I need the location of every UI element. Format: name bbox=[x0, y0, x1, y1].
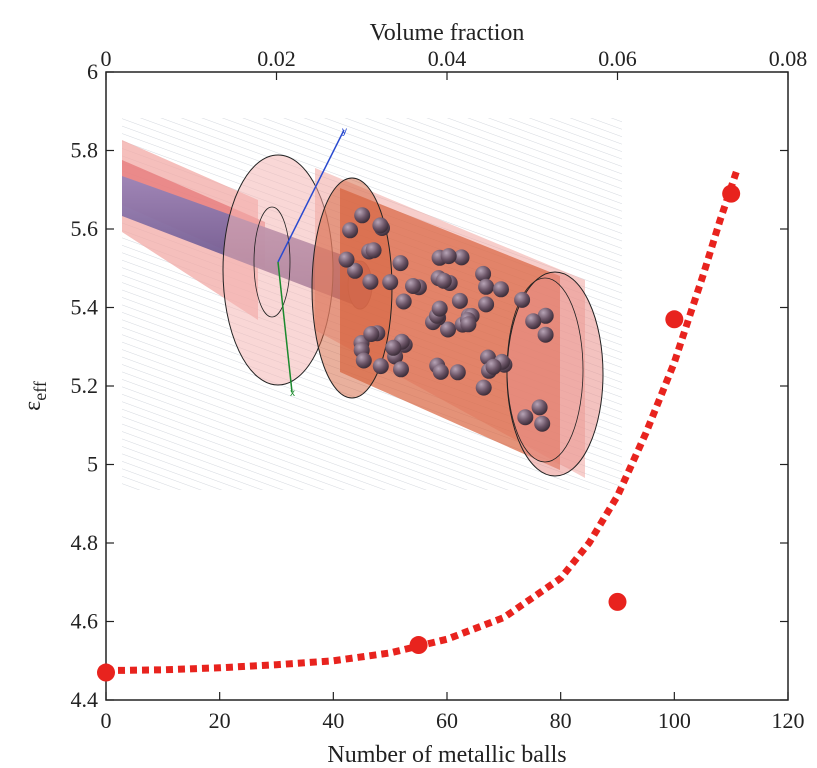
svg-text:εeff: εeff bbox=[20, 381, 50, 411]
metallic-ball bbox=[525, 313, 542, 330]
metallic-ball bbox=[342, 222, 359, 239]
metallic-ball bbox=[485, 358, 502, 375]
metallic-ball bbox=[362, 273, 379, 290]
y-tick-label: 5.6 bbox=[71, 216, 99, 241]
x2-tick-label: 0.06 bbox=[598, 46, 637, 71]
x2-axis-title: Volume fraction bbox=[370, 20, 525, 46]
metallic-ball bbox=[493, 281, 509, 298]
x2-tick-label: 0 bbox=[101, 46, 112, 71]
x2-tick-label: 0.08 bbox=[769, 46, 808, 71]
x2-tick-label: 0.04 bbox=[428, 46, 467, 71]
metallic-ball bbox=[537, 307, 554, 324]
fit-curve-layer bbox=[105, 168, 741, 675]
x-tick-label: 0 bbox=[101, 708, 112, 733]
metallic-ball bbox=[382, 274, 399, 291]
metallic-ball bbox=[514, 291, 531, 308]
metallic-ball bbox=[338, 251, 355, 268]
metallic-ball bbox=[392, 255, 409, 272]
y-tick-label: 6 bbox=[87, 59, 98, 84]
axis-arrow-y-label: y bbox=[342, 126, 347, 137]
metallic-ball bbox=[478, 296, 495, 313]
data-points-layer bbox=[97, 184, 741, 682]
x-tick-label: 40 bbox=[322, 708, 344, 733]
metallic-ball bbox=[347, 262, 363, 279]
axis-arrow-z-label: x bbox=[290, 388, 295, 399]
metallic-ball bbox=[435, 272, 452, 289]
flange-hole bbox=[253, 206, 291, 318]
fit-curve bbox=[105, 168, 741, 675]
tick-layer: 0 20 40 60 80 100 120 0 0.02 0.04 0.06 0.08 4.4 4.6 4.… bbox=[71, 46, 808, 733]
x-tick-label: 100 bbox=[658, 708, 691, 733]
metallic-ball bbox=[363, 326, 380, 342]
x-tick-label: 80 bbox=[550, 708, 572, 733]
data-point bbox=[722, 184, 741, 203]
metallic-ball bbox=[531, 399, 548, 416]
metallic-ball bbox=[451, 292, 468, 309]
y-axis-title: εeff bbox=[20, 381, 50, 411]
metallic-ball bbox=[431, 300, 448, 317]
axis-arrow-y bbox=[277, 129, 345, 263]
metallic-ball bbox=[385, 339, 402, 356]
metallic-ball bbox=[395, 293, 412, 310]
x-tick-label: 60 bbox=[436, 708, 458, 733]
metallic-ball bbox=[478, 278, 495, 295]
metallic-ball bbox=[517, 409, 534, 426]
metallic-ball bbox=[475, 265, 492, 282]
inset-3d-model: y x bbox=[122, 118, 622, 490]
data-point bbox=[409, 636, 428, 655]
metallic-ball bbox=[432, 363, 449, 380]
metallic-ball bbox=[393, 361, 409, 378]
metallic-ball bbox=[354, 207, 371, 224]
y-tick-label: 4.4 bbox=[71, 687, 99, 712]
y-tick-label: 5.2 bbox=[71, 373, 99, 398]
y-tick-label: 4.8 bbox=[71, 530, 99, 555]
y-axis-title-main: ε bbox=[20, 401, 46, 411]
x-tick-label: 120 bbox=[772, 708, 805, 733]
metallic-ball bbox=[372, 217, 389, 234]
metallic-ball bbox=[460, 316, 477, 333]
data-point bbox=[665, 310, 684, 329]
metallic-ball bbox=[453, 249, 470, 266]
metallic-ball bbox=[440, 321, 456, 338]
y-tick-label: 5.4 bbox=[71, 295, 99, 320]
x2-tick-label: 0.02 bbox=[257, 46, 296, 71]
metallic-ball bbox=[475, 379, 492, 396]
data-point bbox=[608, 592, 627, 611]
metallic-ball bbox=[365, 242, 382, 259]
metallic-ball bbox=[449, 364, 466, 381]
x-axis-title: Number of metallic balls bbox=[327, 742, 566, 768]
metallic-balls bbox=[338, 207, 554, 432]
y-axis-title-sub: eff bbox=[30, 381, 50, 401]
metallic-ball bbox=[355, 352, 372, 369]
y-tick-label: 5 bbox=[87, 452, 98, 477]
metallic-ball bbox=[537, 326, 554, 343]
metallic-ball bbox=[372, 358, 389, 375]
y-tick-label: 4.6 bbox=[71, 609, 99, 634]
data-point bbox=[97, 663, 115, 682]
metallic-ball bbox=[534, 415, 551, 432]
x-tick-label: 20 bbox=[209, 708, 231, 733]
metallic-ball bbox=[440, 248, 457, 265]
axis-arrow-z bbox=[277, 261, 293, 393]
metallic-ball bbox=[405, 278, 421, 294]
y-tick-label: 5.8 bbox=[71, 138, 99, 163]
